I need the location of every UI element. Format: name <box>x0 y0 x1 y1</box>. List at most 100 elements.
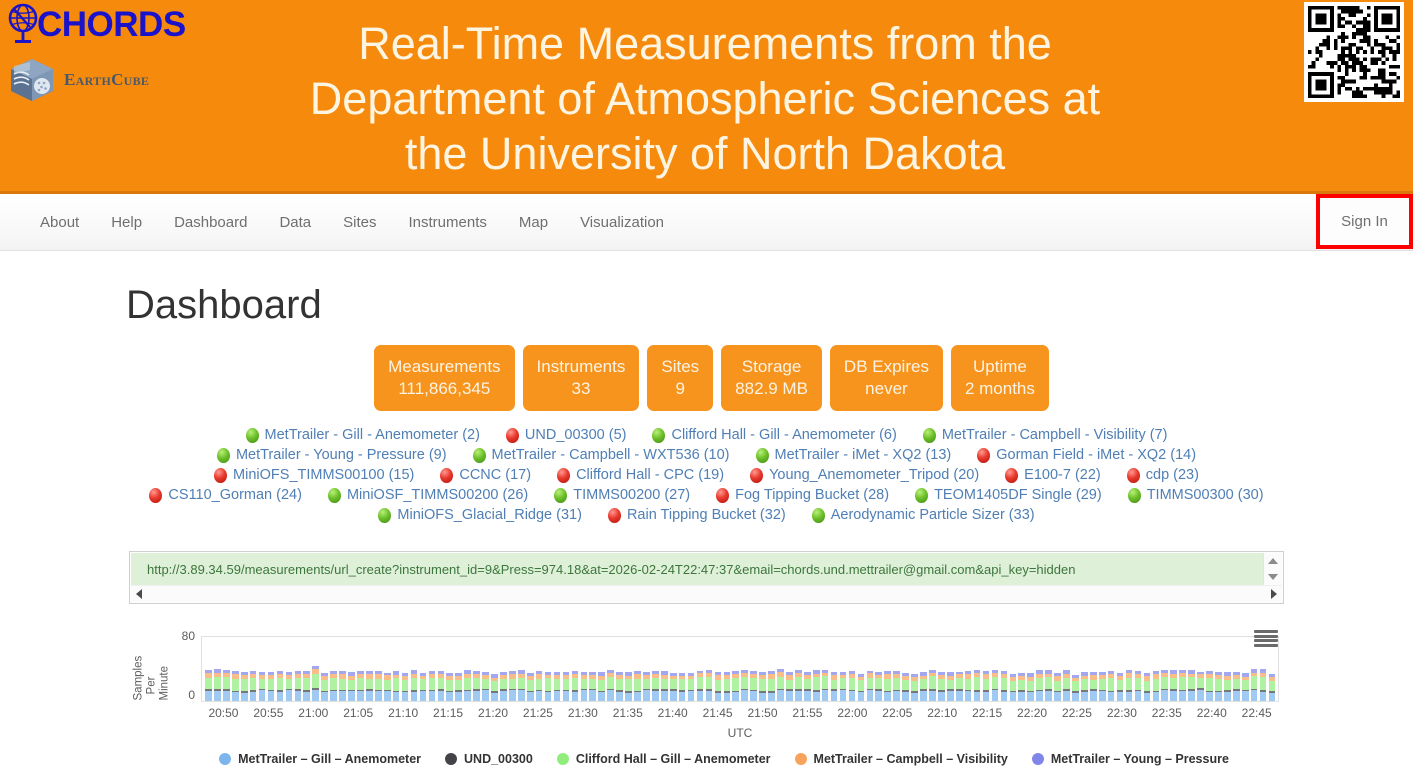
instrument-item[interactable]: cdp (23) <box>1126 465 1199 485</box>
chart-bar[interactable] <box>624 637 633 701</box>
chart-bar[interactable] <box>758 637 767 701</box>
instrument-link[interactable]: MetTrailer - Young - Pressure (9) <box>235 447 447 463</box>
instrument-item[interactable]: CS110_Gorman (24) <box>149 485 302 505</box>
chart-bar[interactable] <box>535 637 544 701</box>
instrument-item[interactable]: MetTrailer - Gill - Anemometer (2) <box>245 425 480 445</box>
chart-bar[interactable] <box>633 637 642 701</box>
chart-bar[interactable] <box>803 637 812 701</box>
chart-bar[interactable] <box>901 637 910 701</box>
chart-bar[interactable] <box>1080 637 1089 701</box>
chart-bar[interactable] <box>508 637 517 701</box>
chart-bar[interactable] <box>1008 637 1017 701</box>
instrument-link[interactable]: Young_Anemometer_Tripod (20) <box>769 467 980 483</box>
chart-bar[interactable] <box>427 637 436 701</box>
chart-bar[interactable] <box>383 637 392 701</box>
instrument-link[interactable]: Gorman Field - iMet - XQ2 (14) <box>996 447 1197 463</box>
chart-bar[interactable] <box>1125 637 1134 701</box>
instrument-item[interactable]: MiniOFS_TIMMS00100 (15) <box>214 465 414 485</box>
chart-bar[interactable] <box>740 637 749 701</box>
chart-bar[interactable] <box>642 637 651 701</box>
chart-bar[interactable] <box>1116 637 1125 701</box>
chart-bar[interactable] <box>481 637 490 701</box>
chart-bar[interactable] <box>356 637 365 701</box>
chart-bar[interactable] <box>293 637 302 701</box>
nav-item-about[interactable]: About <box>40 213 80 231</box>
instrument-item[interactable]: CCNC (17) <box>440 465 531 485</box>
earthcube-logo[interactable]: EarthCube <box>8 56 264 104</box>
chords-logo[interactable]: CHORDS <box>4 2 264 46</box>
chart-bar[interactable] <box>874 637 883 701</box>
instrument-item[interactable]: Gorman Field - iMet - XQ2 (14) <box>977 445 1196 465</box>
legend-item[interactable]: MetTrailer – Campbell – Visibility <box>794 752 1008 766</box>
instrument-item[interactable]: TIMMS00300 (30) <box>1127 485 1264 505</box>
chart-bar[interactable] <box>419 637 428 701</box>
chart-bar[interactable] <box>883 637 892 701</box>
chart-bar[interactable] <box>1026 637 1035 701</box>
chart-bar[interactable] <box>570 637 579 701</box>
instrument-link[interactable]: Aerodynamic Particle Sizer (33) <box>830 507 1035 523</box>
qr-code[interactable] <box>1304 2 1404 102</box>
chart-bar[interactable] <box>526 637 535 701</box>
chart-bar[interactable] <box>982 637 991 701</box>
instrument-link[interactable]: Clifford Hall - CPC (19) <box>576 467 725 483</box>
chart-bar[interactable] <box>1268 637 1277 701</box>
instrument-item[interactable]: MetTrailer - Campbell - Visibility (7) <box>922 425 1167 445</box>
chart-bar[interactable] <box>1071 637 1080 701</box>
chart-bar[interactable] <box>678 637 687 701</box>
chart-bar[interactable] <box>302 637 311 701</box>
chart-bar[interactable] <box>311 637 320 701</box>
chart-bar[interactable] <box>606 637 615 701</box>
chart-bar[interactable] <box>1098 637 1107 701</box>
instrument-link[interactable]: MiniOSF_TIMMS00200 (26) <box>346 487 529 503</box>
chart-bar[interactable] <box>731 637 740 701</box>
chart-bar[interactable] <box>1089 637 1098 701</box>
instrument-link[interactable]: cdp (23) <box>1145 467 1199 483</box>
chart-bar[interactable] <box>240 637 249 701</box>
chart-bar[interactable] <box>669 637 678 701</box>
chart-bar[interactable] <box>410 637 419 701</box>
nav-item-dashboard[interactable]: Dashboard <box>174 213 248 231</box>
chart-bar[interactable] <box>1035 637 1044 701</box>
chart-bar[interactable] <box>1259 637 1268 701</box>
instrument-link[interactable]: MiniOFS_Glacial_Ridge (31) <box>397 507 582 523</box>
instrument-item[interactable]: Clifford Hall - Gill - Anemometer (6) <box>652 425 897 445</box>
chart-bar[interactable] <box>1196 637 1205 701</box>
chart-bar[interactable] <box>767 637 776 701</box>
chart-bar[interactable] <box>955 637 964 701</box>
instrument-item[interactable]: MetTrailer - iMet - XQ2 (13) <box>755 445 951 465</box>
chart-bar[interactable] <box>1250 637 1259 701</box>
instrument-item[interactable]: Aerodynamic Particle Sizer (33) <box>811 505 1035 525</box>
chart-bar[interactable] <box>722 637 731 701</box>
chart-bar[interactable] <box>445 637 454 701</box>
chart-bar[interactable] <box>544 637 553 701</box>
chart-bar[interactable] <box>1232 637 1241 701</box>
instrument-link[interactable]: Rain Tipping Bucket (32) <box>626 507 786 523</box>
instrument-link[interactable]: TEOM1405DF Single (29) <box>934 487 1102 503</box>
chart-bar[interactable] <box>839 637 848 701</box>
chart-bar[interactable] <box>687 637 696 701</box>
instrument-item[interactable]: Rain Tipping Bucket (32) <box>607 505 786 525</box>
chart-bar[interactable] <box>329 637 338 701</box>
chart-bar[interactable] <box>1223 637 1232 701</box>
instrument-link[interactable]: CS110_Gorman (24) <box>168 487 302 503</box>
legend-item[interactable]: MetTrailer – Gill – Anemometer <box>219 752 421 766</box>
chart-bar[interactable] <box>615 637 624 701</box>
chart-bar[interactable] <box>222 637 231 701</box>
chart-bar[interactable] <box>973 637 982 701</box>
instrument-item[interactable]: MiniOFS_Glacial_Ridge (31) <box>378 505 582 525</box>
chart-bar[interactable] <box>347 637 356 701</box>
chart-bar[interactable] <box>946 637 955 701</box>
measurement-url-textarea[interactable]: http://3.89.34.59/measurements/url_creat… <box>129 551 1284 604</box>
chart-bar[interactable] <box>1205 637 1214 701</box>
instrument-item[interactable]: MiniOSF_TIMMS00200 (26) <box>327 485 529 505</box>
nav-item-sites[interactable]: Sites <box>343 213 377 231</box>
chart-bar[interactable] <box>1017 637 1026 701</box>
chart-bar[interactable] <box>454 637 463 701</box>
instrument-item[interactable]: MetTrailer - Campbell - WXT536 (10) <box>472 445 730 465</box>
chart-bar[interactable] <box>1214 637 1223 701</box>
chart-bar[interactable] <box>865 637 874 701</box>
nav-item-map[interactable]: Map <box>518 213 549 231</box>
chart-bar[interactable] <box>1151 637 1160 701</box>
chart-bar[interactable] <box>258 637 267 701</box>
chart-bar[interactable] <box>749 637 758 701</box>
